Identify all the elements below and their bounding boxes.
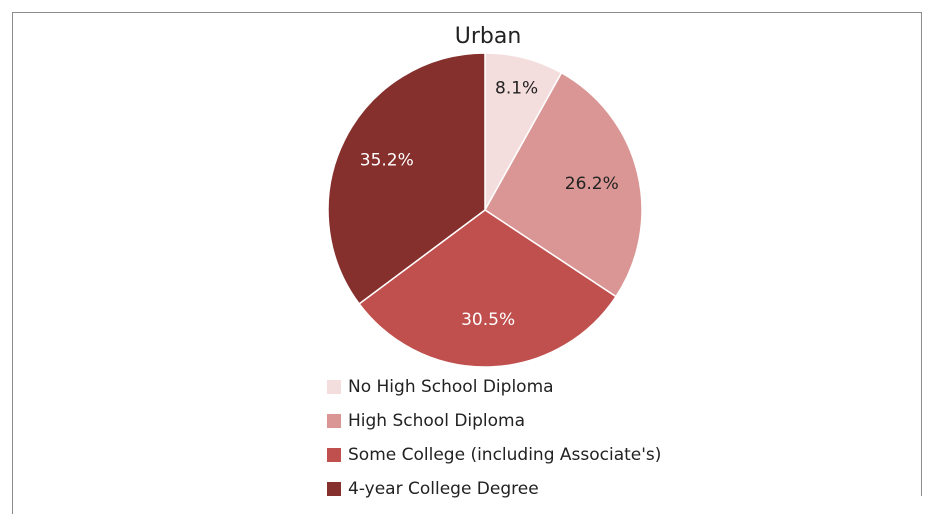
legend-label: High School Diploma — [348, 411, 525, 431]
legend-swatch — [327, 414, 341, 428]
legend-label: 4-year College Degree — [348, 479, 539, 499]
legend-swatch — [327, 448, 341, 462]
pie-slice — [358, 209, 617, 368]
data-label: 30.5% — [461, 310, 515, 330]
chart-title: Urban — [455, 24, 522, 49]
legend-label: Some College (including Associate's) — [348, 445, 661, 465]
pie-slice — [327, 52, 486, 305]
chart-border — [12, 12, 922, 514]
legend-label: No High School Diploma — [348, 377, 554, 397]
legend-swatch — [327, 482, 341, 496]
pie-slice — [484, 71, 643, 298]
data-label: 26.2% — [565, 174, 619, 194]
legend-swatch — [327, 380, 341, 394]
data-label: 8.1% — [495, 78, 538, 98]
data-label: 35.2% — [360, 151, 414, 171]
